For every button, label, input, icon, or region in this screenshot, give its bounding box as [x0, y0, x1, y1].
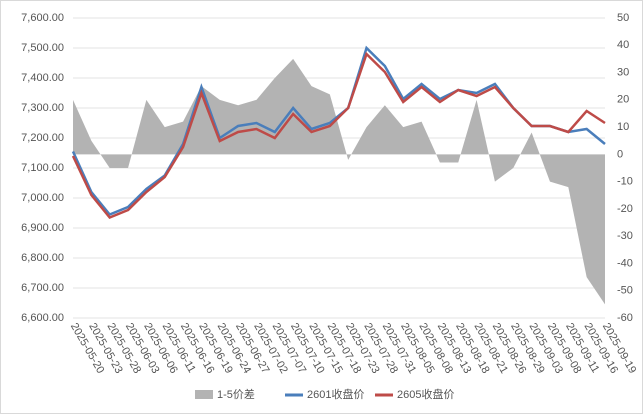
y-tick-label: 6,700.00: [21, 282, 64, 294]
y-tick-label: 7,000.00: [21, 192, 64, 204]
y2-tick-label: 50: [617, 12, 629, 24]
line: [71, 51, 606, 220]
y2-tick-label: -10: [617, 176, 633, 188]
y2-tick-label: -20: [617, 203, 633, 215]
y2-tick-label: -50: [617, 285, 633, 297]
legend-swatch: [195, 390, 213, 399]
y2-tick-label: -60: [617, 312, 633, 324]
y-tick-label: 6,800.00: [21, 252, 64, 264]
y2-tick-label: -40: [617, 257, 633, 269]
legend-label: 1-5价差: [217, 387, 255, 401]
y-tick-label: 7,600.00: [21, 12, 64, 24]
y-tick-label: 7,300.00: [21, 102, 64, 114]
y2-tick-label: -30: [617, 230, 633, 242]
y-tick-label: 6,900.00: [21, 222, 64, 234]
area: [73, 58, 605, 305]
y2-tick-label: 10: [617, 121, 629, 133]
y-tick-label: 7,100.00: [21, 162, 64, 174]
y2-tick-label: 0: [617, 148, 623, 160]
y2-tick-label: 20: [617, 94, 629, 106]
legend-label: 2601收盘价: [307, 387, 364, 401]
y2-tick-label: 30: [617, 66, 629, 78]
y-tick-label: 7,400.00: [21, 72, 64, 84]
y-tick-label: 6,600.00: [21, 312, 64, 324]
y-tick-label: 7,200.00: [21, 132, 64, 144]
y2-tick-label: 40: [617, 39, 629, 51]
y-tick-label: 7,500.00: [21, 42, 64, 54]
legend-label: 2605收盘价: [397, 387, 454, 401]
